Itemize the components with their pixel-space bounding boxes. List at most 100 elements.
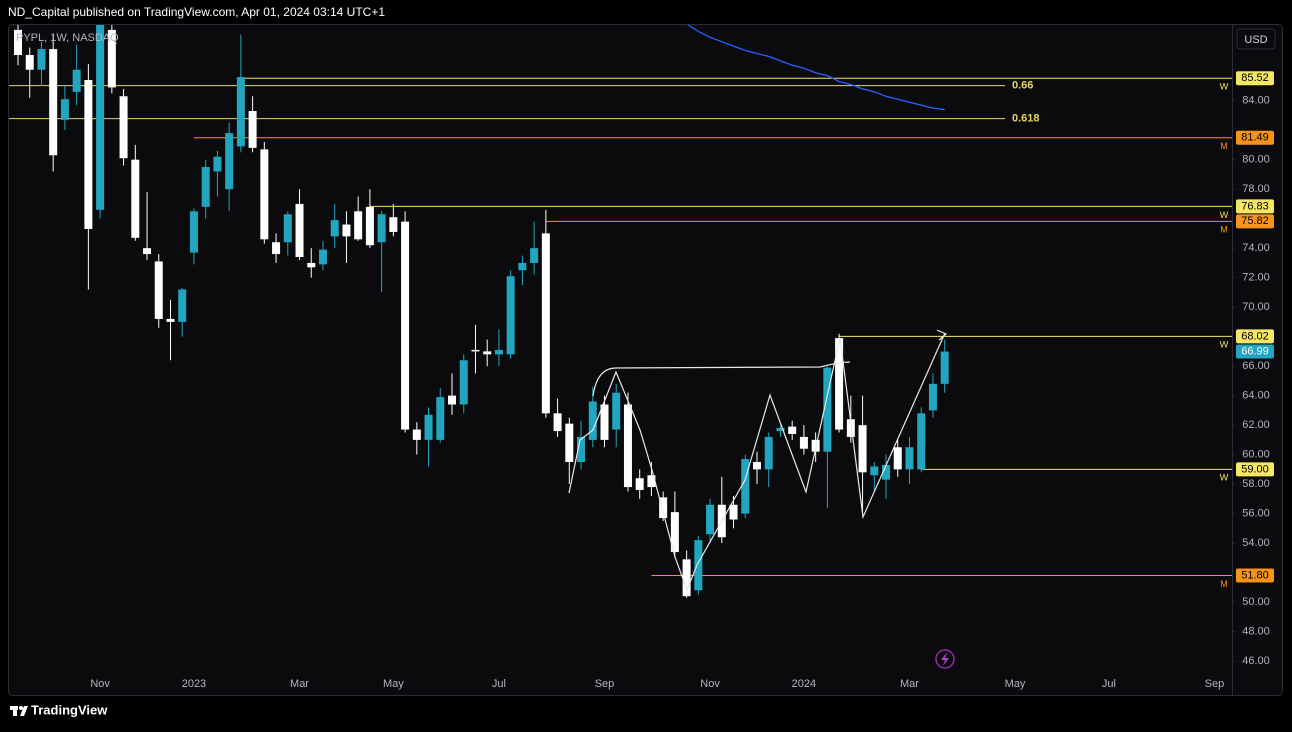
neckline-drawing: [592, 361, 851, 397]
candle-body: [37, 49, 46, 70]
candle-body: [96, 25, 105, 210]
y-tick-label: 54.00: [1242, 537, 1270, 549]
candle-body: [49, 49, 58, 156]
candle-body: [577, 436, 586, 462]
candle-body: [635, 478, 644, 491]
candle-body: [272, 242, 281, 255]
candle-body: [72, 69, 81, 92]
x-tick-label: Mar: [290, 678, 309, 690]
candle-body: [154, 261, 163, 319]
candle-body: [565, 423, 574, 462]
candle-body: [588, 401, 597, 440]
candle-body: [166, 318, 175, 322]
candle-body: [940, 351, 949, 384]
level-price-box: [1236, 568, 1274, 583]
plot-area: [9, 25, 1232, 598]
candle-body: [870, 466, 879, 476]
candle-body: [882, 464, 891, 480]
zigzag-drawing: [568, 332, 946, 592]
candle-body: [682, 559, 691, 597]
candle-body: [389, 217, 398, 232]
alert-bolt: [941, 652, 949, 666]
candle-body: [260, 149, 269, 240]
candle-body: [143, 248, 152, 255]
y-tick-label: 78.00: [1242, 183, 1270, 195]
x-tick-label: Sep: [595, 678, 615, 690]
level-price-box: [1236, 199, 1274, 214]
y-tick-label: 64.00: [1242, 390, 1270, 402]
level-tag: M: [1220, 225, 1228, 235]
moving-average: [686, 25, 945, 111]
candle-body: [846, 419, 855, 437]
candle-body: [342, 224, 351, 237]
candle-body: [330, 220, 339, 237]
candle-body: [928, 383, 937, 411]
brand-logo: [10, 706, 28, 716]
x-tick-label: May: [1005, 678, 1026, 690]
y-tick-label: 58.00: [1242, 478, 1270, 490]
level-tag: M: [1220, 579, 1228, 589]
candle-body: [377, 214, 386, 243]
candle-body: [25, 54, 34, 70]
candle-body: [225, 133, 234, 190]
candle-body: [494, 349, 503, 355]
level-price-label: 59.00: [1241, 463, 1269, 475]
candle-body: [706, 504, 715, 535]
y-tick-label: 48.00: [1242, 625, 1270, 637]
candle-body: [553, 413, 562, 432]
fib-label: 0.618: [1012, 113, 1040, 125]
level-price-label: 68.02: [1241, 330, 1269, 342]
candle-body: [448, 395, 457, 405]
y-tick-label: 50.00: [1242, 596, 1270, 608]
candle-body: [365, 206, 374, 246]
candle-body: [248, 111, 257, 148]
x-tick-label: 2024: [792, 678, 816, 690]
candle-body: [14, 29, 22, 55]
candle-body: [119, 96, 128, 159]
level-price-label: 51.80: [1241, 569, 1269, 581]
candle-body: [506, 276, 515, 355]
candle-body: [670, 512, 679, 552]
level-tag: W: [1220, 210, 1229, 220]
candle-body: [764, 436, 773, 470]
y-tick-label: 84.00: [1242, 95, 1270, 107]
level-tag: M: [1220, 141, 1228, 151]
candle-body: [541, 233, 550, 414]
y-tick-label: 66.00: [1242, 360, 1270, 372]
candle-body: [201, 167, 210, 207]
level-price-label: 76.83: [1241, 200, 1269, 212]
y-tick-label: 70.00: [1242, 301, 1270, 313]
candle-body: [178, 289, 187, 322]
level-price-label: 81.49: [1241, 132, 1269, 144]
y-tick-label: 46.00: [1242, 655, 1270, 667]
drawn-pattern: [568, 329, 948, 592]
candle-body: [530, 248, 539, 263]
candle-body: [459, 360, 468, 405]
candle-body: [189, 211, 198, 253]
candle-body: [213, 156, 222, 172]
fib-label: 0.66: [1012, 80, 1033, 92]
brand-name: TradingView: [31, 702, 108, 717]
chart-panel: [8, 24, 1283, 696]
alert-icon[interactable]: [935, 649, 955, 669]
candle-body: [729, 504, 738, 520]
x-tick-label: Sep: [1205, 678, 1225, 690]
candle-body: [295, 203, 304, 258]
y-tick-label: 72.00: [1242, 272, 1270, 284]
candle-body: [694, 540, 703, 591]
arrow-head: [936, 329, 948, 341]
candle-body: [623, 404, 632, 488]
level-price-box: [1236, 329, 1274, 344]
candle-body: [471, 349, 480, 352]
candle-body: [893, 447, 902, 470]
x-tick-label: Jul: [492, 678, 506, 690]
candle-body: [647, 475, 656, 488]
candle-body: [823, 367, 832, 452]
candle-body: [412, 429, 421, 440]
candle-body: [905, 447, 914, 470]
candle-body: [354, 211, 363, 240]
currency-button[interactable]: [1236, 28, 1276, 50]
x-tick-label: Nov: [90, 678, 110, 690]
last-price-box: [1236, 344, 1274, 359]
